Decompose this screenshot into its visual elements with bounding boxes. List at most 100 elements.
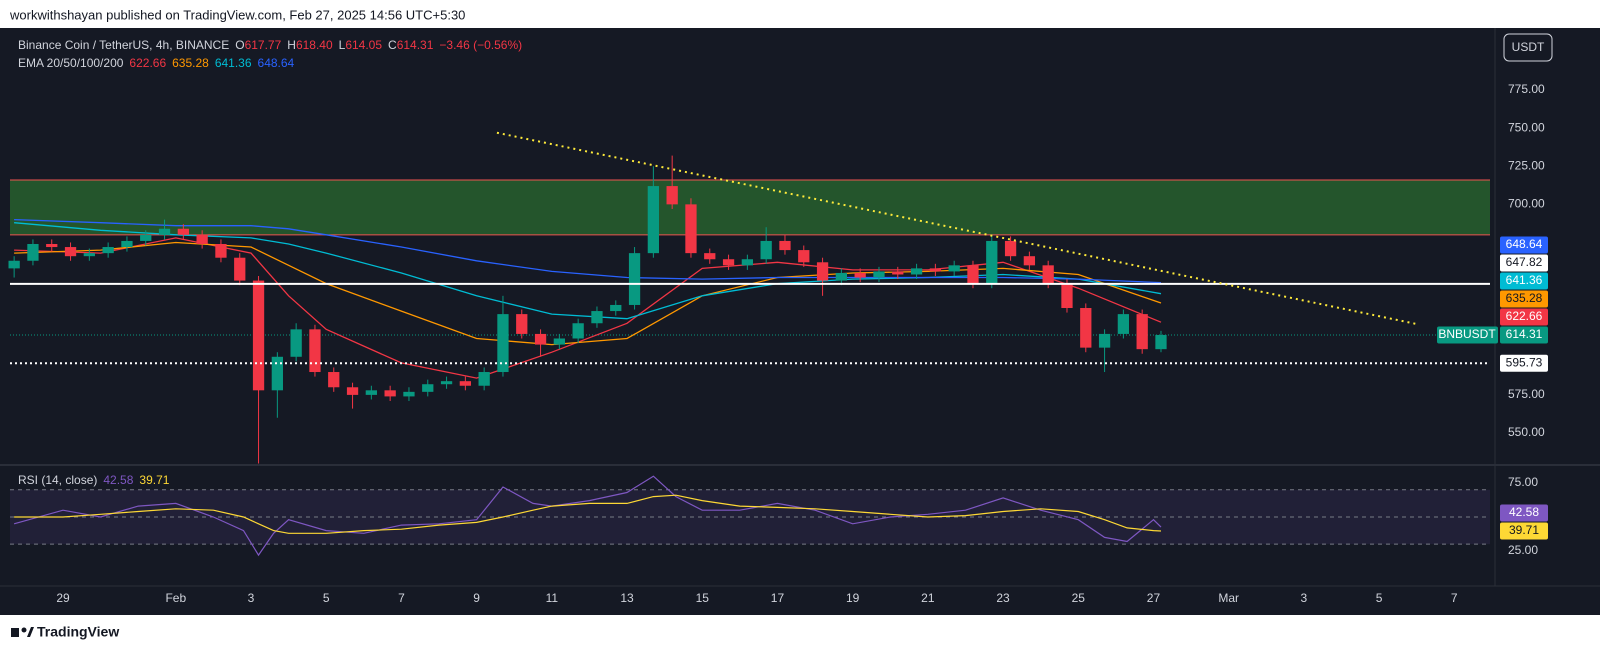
candle-body [779, 240, 791, 251]
candle-body [1117, 314, 1130, 334]
price-badge-label: 42.58 [1509, 505, 1539, 519]
publisher-line: workwithshayan published on TradingView.… [9, 7, 465, 22]
candle-body [666, 186, 678, 205]
candle-body [234, 257, 246, 281]
x-tick-label: 3 [1301, 591, 1308, 605]
y-tick-label: 25.00 [1508, 543, 1538, 557]
candle-body [647, 186, 660, 254]
candle-body [910, 268, 923, 275]
x-tick-label: 23 [996, 591, 1010, 605]
candle-body [572, 323, 584, 339]
x-tick-label: 7 [398, 591, 405, 605]
indicator-value: 622.66 [129, 56, 166, 70]
candle-body [440, 381, 453, 385]
ohlc-label: O [235, 38, 244, 52]
candle-body [328, 372, 340, 388]
x-tick-label: 27 [1147, 591, 1161, 605]
candle-body [422, 384, 434, 392]
indicator-value: 39.71 [139, 473, 169, 487]
indicator-value: 641.36 [215, 56, 252, 70]
price-badge [1500, 254, 1548, 272]
currency-label[interactable]: USDT [1512, 40, 1545, 54]
candle-body [1061, 283, 1073, 309]
ohlc-label: L [339, 38, 346, 52]
candle-body [365, 390, 377, 395]
x-tick-label: Feb [165, 591, 186, 605]
y-tick-label: 550.00 [1508, 425, 1545, 439]
candle-body [760, 240, 772, 260]
candle-body [196, 234, 208, 244]
x-tick-label: 3 [248, 591, 255, 605]
price-badge-label: 622.66 [1506, 309, 1543, 323]
price-badge [1500, 272, 1548, 290]
candle-body [873, 271, 885, 278]
indicator-value: 635.28 [172, 56, 209, 70]
brand-logo [11, 627, 34, 637]
x-tick-label: 21 [921, 591, 935, 605]
x-tick-label: 25 [1072, 591, 1086, 605]
brand-name: TradingView [37, 624, 119, 640]
rsi-line [13, 475, 1162, 557]
ohlc-value: 618.40 [296, 38, 333, 52]
candle-body [177, 228, 189, 235]
indicator-value: 648.64 [258, 56, 295, 70]
candle-body [967, 265, 979, 284]
price-badge [1500, 236, 1548, 254]
candle-body [1080, 308, 1092, 348]
candle-body [121, 240, 133, 248]
candle-body [986, 240, 998, 284]
x-tick-label: 29 [56, 591, 70, 605]
y-tick-label: 725.00 [1508, 158, 1545, 172]
symbol-badge [1437, 326, 1498, 344]
indicator-name: RSI (14, close) [18, 473, 97, 487]
trendline [496, 131, 1417, 325]
candle-body [1155, 334, 1167, 350]
x-tick-label: 11 [546, 591, 559, 605]
candle-body [403, 391, 415, 397]
candle-body [46, 243, 58, 248]
candle-body [553, 338, 565, 345]
candle-body [704, 253, 716, 260]
price-badge [1500, 522, 1548, 540]
x-tick-label: 13 [620, 591, 634, 605]
y-tick-label: 775.00 [1508, 82, 1545, 96]
candle-body [534, 333, 547, 345]
ohlc-value: 617.77 [245, 38, 282, 52]
y-tick-label: 700.00 [1508, 197, 1545, 211]
candle-body [854, 272, 866, 278]
candle-body [1042, 265, 1054, 284]
candle-body [102, 247, 114, 254]
ema-line [14, 218, 1162, 284]
currency-button[interactable] [1503, 33, 1553, 62]
candle-body [948, 265, 960, 272]
candle-body [83, 253, 95, 257]
y-tick-label: 750.00 [1508, 120, 1545, 134]
candle-body [1004, 240, 1017, 257]
ohlc-label: H [287, 38, 296, 52]
candle-body [64, 247, 77, 257]
price-badge-label: 635.28 [1506, 291, 1543, 305]
candle-body [1098, 333, 1111, 348]
candle-body [384, 390, 396, 397]
ohlc-value: 614.05 [345, 38, 382, 52]
candle-layer [8, 155, 1167, 464]
candle-body [685, 204, 697, 254]
x-tick-label: 15 [696, 591, 710, 605]
price-badge [1500, 308, 1548, 326]
x-tick-label: 5 [1376, 591, 1383, 605]
candle-body [929, 268, 942, 272]
candle-body [478, 372, 490, 386]
x-tick-label: 5 [323, 591, 330, 605]
x-tick-label: Mar [1218, 591, 1239, 605]
price-badge-label: 595.73 [1506, 355, 1543, 369]
indicator-name: EMA 20/50/100/200 [18, 56, 124, 70]
price-badge [1500, 290, 1548, 308]
x-tick-label: 19 [846, 591, 860, 605]
price-badge [1500, 354, 1548, 372]
candle-body [816, 262, 829, 281]
x-tick-label: 9 [473, 591, 480, 605]
candle-body [892, 271, 904, 275]
candle-body [8, 260, 20, 269]
